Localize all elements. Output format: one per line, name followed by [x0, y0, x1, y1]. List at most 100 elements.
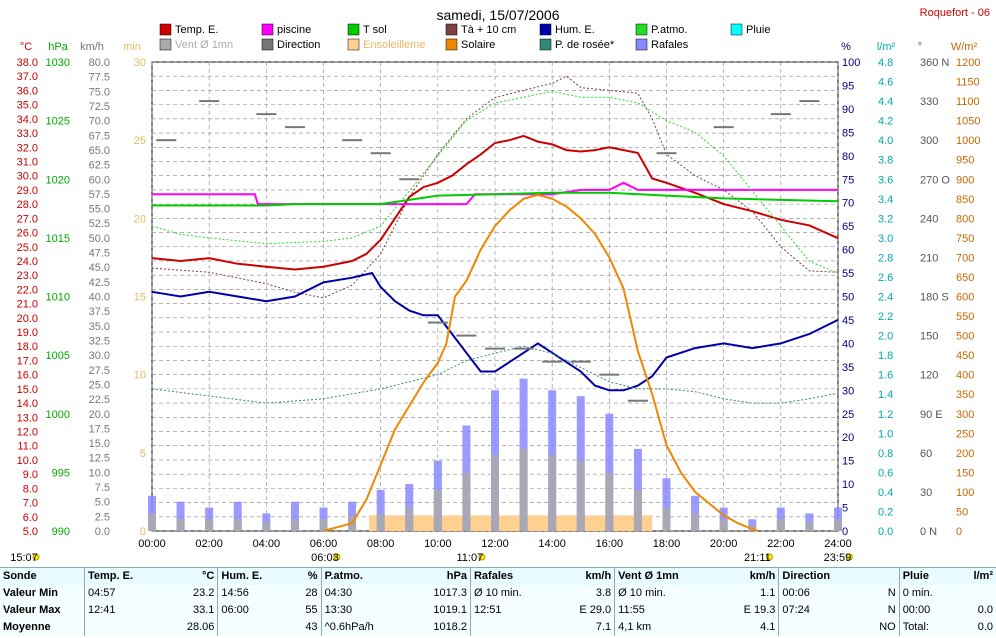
stats-row: Moyenne 28.06 43 ^0.6hPa/h 1018.2 7.1 4,1 km 4.…: [0, 619, 996, 636]
axis-tick-press: 1000: [46, 409, 70, 421]
axis-tick-solar: 1050: [956, 116, 980, 128]
legend-swatch: [445, 23, 458, 36]
stats-row: Valeur Max 12:41 33.1 06:00 55 13:30 1019.1 12:…: [0, 602, 996, 619]
axis-tick-solar: 600: [956, 292, 974, 304]
axis-tick-solar: 0: [956, 526, 962, 538]
stats-cell-time: 00:06: [778, 585, 864, 602]
axis-tick-solar: 650: [956, 272, 974, 284]
legend-item: Hum. E.: [539, 23, 595, 36]
stats-cell-value: [956, 585, 996, 602]
plot-area: [148, 61, 842, 532]
axis-tick-temp: 26.0: [17, 228, 38, 240]
axis-tick-wind: 15.0: [89, 438, 110, 450]
axis-tick-rain: 2.0: [878, 331, 893, 343]
sun-icon: [478, 553, 486, 561]
axis-tick-wind: 5.0: [95, 497, 110, 509]
series-piscine: [152, 181, 838, 206]
axis-tick-solar: 1200: [956, 57, 980, 69]
axis-tick-press: 1015: [46, 233, 70, 245]
stats-cell-time: [778, 619, 864, 636]
wind-bar: [662, 478, 671, 531]
legend-swatch: [159, 23, 172, 36]
series-t-sol: [152, 191, 839, 207]
axis-unit-hum: %: [841, 41, 851, 53]
stats-cell-value: 23.2: [164, 585, 218, 602]
axis-tick-solar: 800: [956, 213, 974, 225]
event-time: 06:03: [311, 552, 339, 564]
legend: Temp. E. piscine T sol Tà + 10 cm Hum. E. P.a…: [159, 23, 770, 51]
stats-cell-value: 4.1: [719, 619, 779, 636]
legend-label: P. de rosée*: [555, 39, 615, 51]
series-solaire: [323, 193, 759, 532]
axis-tick-hum: 40: [842, 338, 854, 350]
stats-cell-time: 06:00: [217, 602, 292, 619]
axis-tick-wind: 40.0: [89, 292, 110, 304]
axis-tick-solar: 400: [956, 370, 974, 382]
axis-tick-temp: 19.0: [17, 327, 38, 339]
sun-icon: [845, 553, 853, 561]
axis-tick-rain: 0.8: [878, 448, 893, 460]
axis-tick-hum: 25: [842, 409, 854, 421]
axis-tick-temp: 28.0: [17, 199, 38, 211]
axis-tick-dir: 180 S: [920, 292, 949, 304]
legend-label: Direction: [277, 39, 320, 51]
axis-tick-press: 990: [52, 526, 70, 538]
axis-unit-sun: min: [123, 41, 141, 53]
stats-cell-value: E 29.0: [554, 602, 615, 619]
axis-tick-wind: 45.0: [89, 262, 110, 274]
axis-tick-temp: 31.0: [17, 156, 38, 168]
stats-header-unit: %: [291, 568, 322, 585]
stats-cell-value: N: [863, 585, 900, 602]
axis-tick-rain: 4.4: [878, 96, 893, 108]
stats-cell-time: 13:30: [320, 602, 408, 619]
x-tick-label: 08:00: [367, 538, 395, 550]
axis-tick-hum: 60: [842, 245, 854, 257]
axis-tick-hum: 70: [842, 198, 854, 210]
axis-tick-temp: 8.0: [23, 483, 38, 495]
direction-mark: [256, 113, 277, 116]
legend-label: Pluie: [746, 24, 770, 36]
stats-cell-value: 1019.1: [407, 602, 471, 619]
x-tick-label: 06:00: [310, 538, 338, 550]
axis-tick-hum: 55: [842, 268, 854, 280]
axis-tick-temp: 27.0: [17, 213, 38, 225]
axis-tick-wind: 35.0: [89, 321, 110, 333]
stats-row-label: Valeur Min: [0, 585, 85, 602]
stats-cell-time: Ø 10 min.: [614, 585, 720, 602]
legend-item: Direction: [261, 38, 320, 51]
axis-tick-dir: 330: [920, 96, 938, 108]
direction-mark: [156, 139, 177, 142]
direction-mark: [485, 347, 505, 350]
axis-tick-wind: 60.0: [89, 174, 110, 186]
stats-cell-time: ^0.6hPa/h: [320, 619, 408, 636]
series-hum-e-: [151, 271, 839, 392]
axis-tick-hum: 0: [842, 526, 848, 538]
series-p-de-ros-e-: [151, 345, 839, 404]
axis-hum: % 0 5 10 15 20 25 30 35 40 45 50 55 60 65 70 75 80 85 90 95 1…: [841, 41, 860, 538]
series-temp-e-: [151, 134, 839, 271]
stats-header-unit: km/h: [719, 568, 779, 585]
stats-header-label: Direction: [778, 568, 864, 585]
series-direction: [156, 100, 820, 402]
axis-tick-dir: 120: [920, 370, 938, 382]
wind-bar: [462, 472, 471, 531]
axis-tick-dir: 360 N: [920, 57, 949, 69]
legend-swatch: [539, 23, 552, 36]
stats-header-label: Pluie: [898, 568, 957, 585]
axis-tick-wind: 62.5: [89, 160, 110, 172]
stats-header-label: P.atmo.: [320, 568, 408, 585]
station-name: Roquefort - 06: [920, 7, 990, 19]
legend-item: Ensoleilleme: [347, 38, 425, 51]
wind-bar: [319, 519, 328, 531]
x-tick-label: 18:00: [653, 538, 681, 550]
event-time: 15:07: [10, 552, 38, 564]
stats-header-label: Temp. E.: [83, 568, 165, 585]
direction-mark: [799, 100, 820, 103]
axis-tick-rain: 0.6: [878, 467, 893, 479]
direction-mark: [770, 113, 791, 116]
axis-tick-wind: 22.5: [89, 394, 110, 406]
axis-dir: ° 0 N 30 60 90 E 120 150 180 S 210 240 270 O 300 330…: [918, 41, 951, 538]
sun-icon: [765, 553, 773, 561]
stats-cell-value: E 19.3: [719, 602, 779, 619]
legend-swatch: [261, 38, 274, 51]
